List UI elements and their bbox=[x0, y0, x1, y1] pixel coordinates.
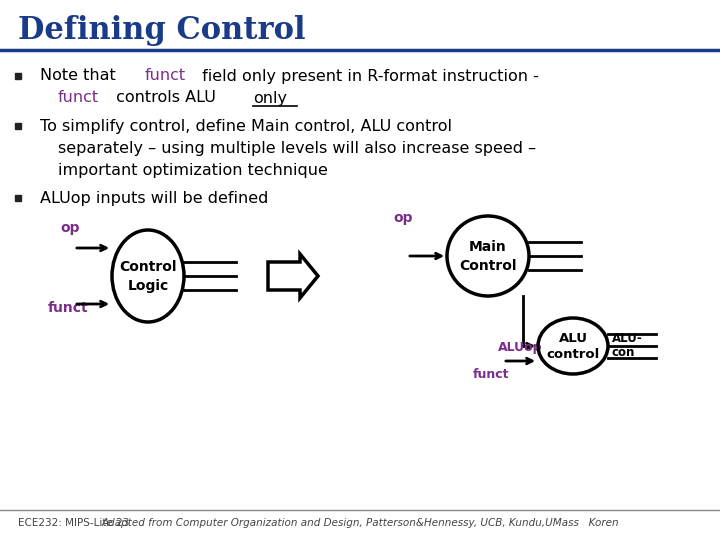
Text: funct: funct bbox=[48, 301, 89, 315]
Text: separately – using multiple levels will also increase speed –: separately – using multiple levels will … bbox=[58, 140, 536, 156]
Text: To simplify control, define Main control, ALU control: To simplify control, define Main control… bbox=[40, 118, 452, 133]
Text: ECE232: MIPS-Lite 23: ECE232: MIPS-Lite 23 bbox=[18, 518, 130, 528]
Text: important optimization technique: important optimization technique bbox=[58, 163, 328, 178]
Text: Main: Main bbox=[469, 240, 507, 254]
Text: funct: funct bbox=[58, 91, 99, 105]
Text: Logic: Logic bbox=[127, 279, 168, 293]
Text: con: con bbox=[612, 347, 635, 360]
Text: Adapted from Computer Organization and Design, Patterson&Hennessy, UCB, Kundu,UM: Adapted from Computer Organization and D… bbox=[102, 518, 618, 528]
Text: controls ALU: controls ALU bbox=[111, 91, 221, 105]
Text: Control: Control bbox=[120, 260, 176, 274]
Text: funct: funct bbox=[473, 368, 510, 381]
Text: funct: funct bbox=[144, 69, 186, 84]
Text: op: op bbox=[393, 211, 413, 225]
Text: Note that: Note that bbox=[40, 69, 121, 84]
Text: Control: Control bbox=[459, 259, 517, 273]
Text: ALUop inputs will be defined: ALUop inputs will be defined bbox=[40, 191, 269, 206]
Text: ALU: ALU bbox=[559, 332, 588, 345]
Text: op: op bbox=[60, 221, 79, 235]
Text: ALUop: ALUop bbox=[498, 341, 542, 354]
Text: only: only bbox=[253, 91, 287, 105]
Text: control: control bbox=[546, 348, 600, 361]
Text: Defining Control: Defining Control bbox=[18, 15, 305, 45]
Text: ALU-: ALU- bbox=[612, 333, 643, 346]
Text: field only present in R-format instruction -: field only present in R-format instructi… bbox=[197, 69, 539, 84]
